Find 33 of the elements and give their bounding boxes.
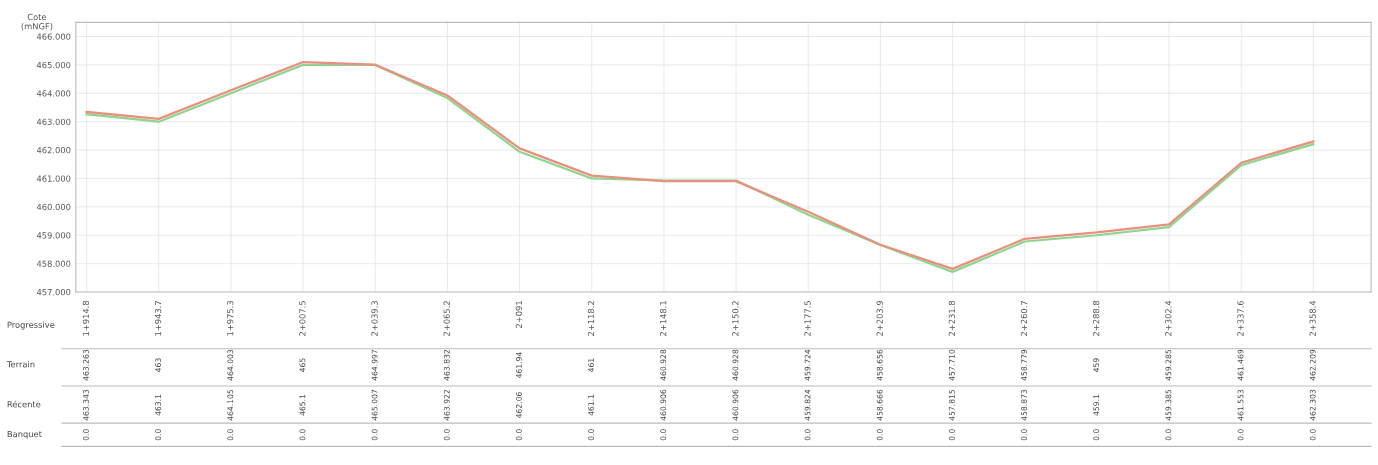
x-tick-label: 2+302.4 xyxy=(1165,300,1172,336)
y-tick-label: 465.000 xyxy=(36,61,71,69)
x-tick-label: 1+914.8 xyxy=(82,300,90,336)
y-axis-title: Cote (mNGF) xyxy=(21,13,53,31)
x-tick-label: 2+177.5 xyxy=(804,301,811,336)
x-tick-label: 2+148.1 xyxy=(660,301,667,336)
text: Terrain xyxy=(6,360,35,368)
y-tick-label: 466.000 xyxy=(36,33,71,40)
y-tick-label: 457.000 xyxy=(36,289,71,296)
y-tick-label: 464.000 xyxy=(36,90,71,97)
y-tick-label: 458.000 xyxy=(36,260,71,267)
y-tick-label: 459.000 xyxy=(36,232,71,239)
x-tick-label: 2+118.2 xyxy=(587,301,595,336)
x-tick-label: 2+231.8 xyxy=(948,300,955,336)
text: Banquet xyxy=(7,431,42,439)
x-tick-label: 2+065.2 xyxy=(443,301,450,336)
x-tick-label: 2+337.6 xyxy=(1237,300,1244,336)
x-tick-label: 2+358.4 xyxy=(1309,300,1316,336)
text: Récente xyxy=(7,400,41,408)
y-tick-label: 462.000 xyxy=(36,147,71,154)
x-tick-label: 1+943.7 xyxy=(154,301,162,336)
x-tick-label: 2+288.8 xyxy=(1093,300,1100,336)
x-tick-label: 2+260.7 xyxy=(1020,301,1028,336)
x-tick-label: 2+007.5 xyxy=(299,301,306,336)
x-tick-label: 2+150.2 xyxy=(732,301,739,336)
x-tick-label: 2+091 xyxy=(515,301,523,328)
y-tick-label: 463.000 xyxy=(36,118,71,125)
y-tick-label: 461.000 xyxy=(36,175,71,182)
x-tick-label: 2+203.9 xyxy=(876,300,883,336)
x-axis-title: Progressive xyxy=(7,321,55,330)
x-tick-label: 2+039.3 xyxy=(371,301,378,336)
x-tick-label: 1+975.3 xyxy=(227,301,234,336)
y-tick-label: 460.000 xyxy=(36,203,71,211)
